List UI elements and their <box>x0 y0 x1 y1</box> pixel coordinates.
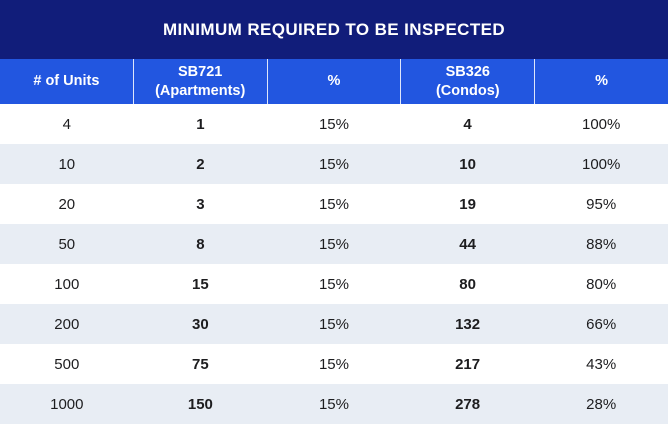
cell-sb326-pct: 80% <box>586 275 617 293</box>
cell-units: 50 <box>58 235 76 253</box>
column-header-units: # of Units <box>0 59 134 104</box>
table-title: MINIMUM REQUIRED TO BE INSPECTED <box>162 19 506 39</box>
cell-sb326-pct: 66% <box>586 315 617 333</box>
column-header-sb326: SB326 (Condos) <box>401 59 536 104</box>
cell-sb721-pct: 15% <box>318 355 349 373</box>
cell-units: 100 <box>54 275 80 293</box>
table-row: 10 2 15% 10 100% <box>0 144 668 184</box>
cell-sb721: 30 <box>192 315 209 333</box>
cell-sb326-pct: 88% <box>586 235 617 253</box>
table-row: 50 8 15% 44 88% <box>0 224 668 264</box>
cell-sb721-pct: 15% <box>318 275 349 293</box>
cell-sb721: 2 <box>196 155 205 173</box>
cell-units: 500 <box>54 355 80 373</box>
cell-sb721: 75 <box>192 355 209 373</box>
table-header-row: # of Units SB721 (Apartments) % SB326 (C… <box>0 59 668 104</box>
cell-sb721-pct: 15% <box>318 115 349 133</box>
cell-sb721: 150 <box>187 395 213 413</box>
cell-sb326-pct: 43% <box>586 355 617 373</box>
cell-units: 10 <box>58 155 76 173</box>
table-row: 4 1 15% 4 100% <box>0 104 668 144</box>
table-row: 500 75 15% 217 43% <box>0 344 668 384</box>
table-row: 100 15 15% 80 80% <box>0 264 668 304</box>
table-title-bar: MINIMUM REQUIRED TO BE INSPECTED <box>0 0 668 59</box>
table-row: 200 30 15% 132 66% <box>0 304 668 344</box>
cell-units: 1000 <box>50 395 84 413</box>
cell-sb326: 132 <box>455 315 481 333</box>
column-header-sb721-pct: % <box>268 59 402 104</box>
cell-sb326-pct: 100% <box>581 155 621 173</box>
cell-sb326: 19 <box>459 195 476 213</box>
column-header-sb721: SB721 (Apartments) <box>134 59 268 104</box>
cell-sb326: 80 <box>459 275 476 293</box>
cell-sb721: 8 <box>196 235 205 253</box>
cell-sb721-pct: 15% <box>318 235 349 253</box>
cell-sb326: 217 <box>455 355 481 373</box>
cell-sb721-pct: 15% <box>318 395 349 413</box>
cell-sb721: 3 <box>196 195 205 213</box>
cell-units: 200 <box>54 315 80 333</box>
cell-sb326-pct: 28% <box>586 395 617 413</box>
table-row: 1000 150 15% 278 28% <box>0 384 668 424</box>
cell-sb721: 1 <box>196 115 205 133</box>
column-header-sb326-pct: % <box>595 73 609 90</box>
cell-sb721-pct: 15% <box>318 155 349 173</box>
cell-sb326-pct: 100% <box>581 115 621 133</box>
table-body: 4 1 15% 4 100% 10 2 15% 10 100% 20 3 15% 19 95% 50 8 15% 4… <box>0 104 668 428</box>
cell-sb326-pct: 95% <box>586 195 617 213</box>
cell-units: 20 <box>58 195 76 213</box>
cell-sb721-pct: 15% <box>318 315 349 333</box>
cell-sb721: 15 <box>192 275 209 293</box>
table-row: 20 3 15% 19 95% <box>0 184 668 224</box>
cell-sb326: 10 <box>459 155 476 173</box>
cell-units: 4 <box>62 115 71 133</box>
cell-sb326: 44 <box>459 235 476 253</box>
cell-sb721-pct: 15% <box>318 195 349 213</box>
cell-sb326: 4 <box>463 115 472 133</box>
cell-sb326: 278 <box>455 395 481 413</box>
